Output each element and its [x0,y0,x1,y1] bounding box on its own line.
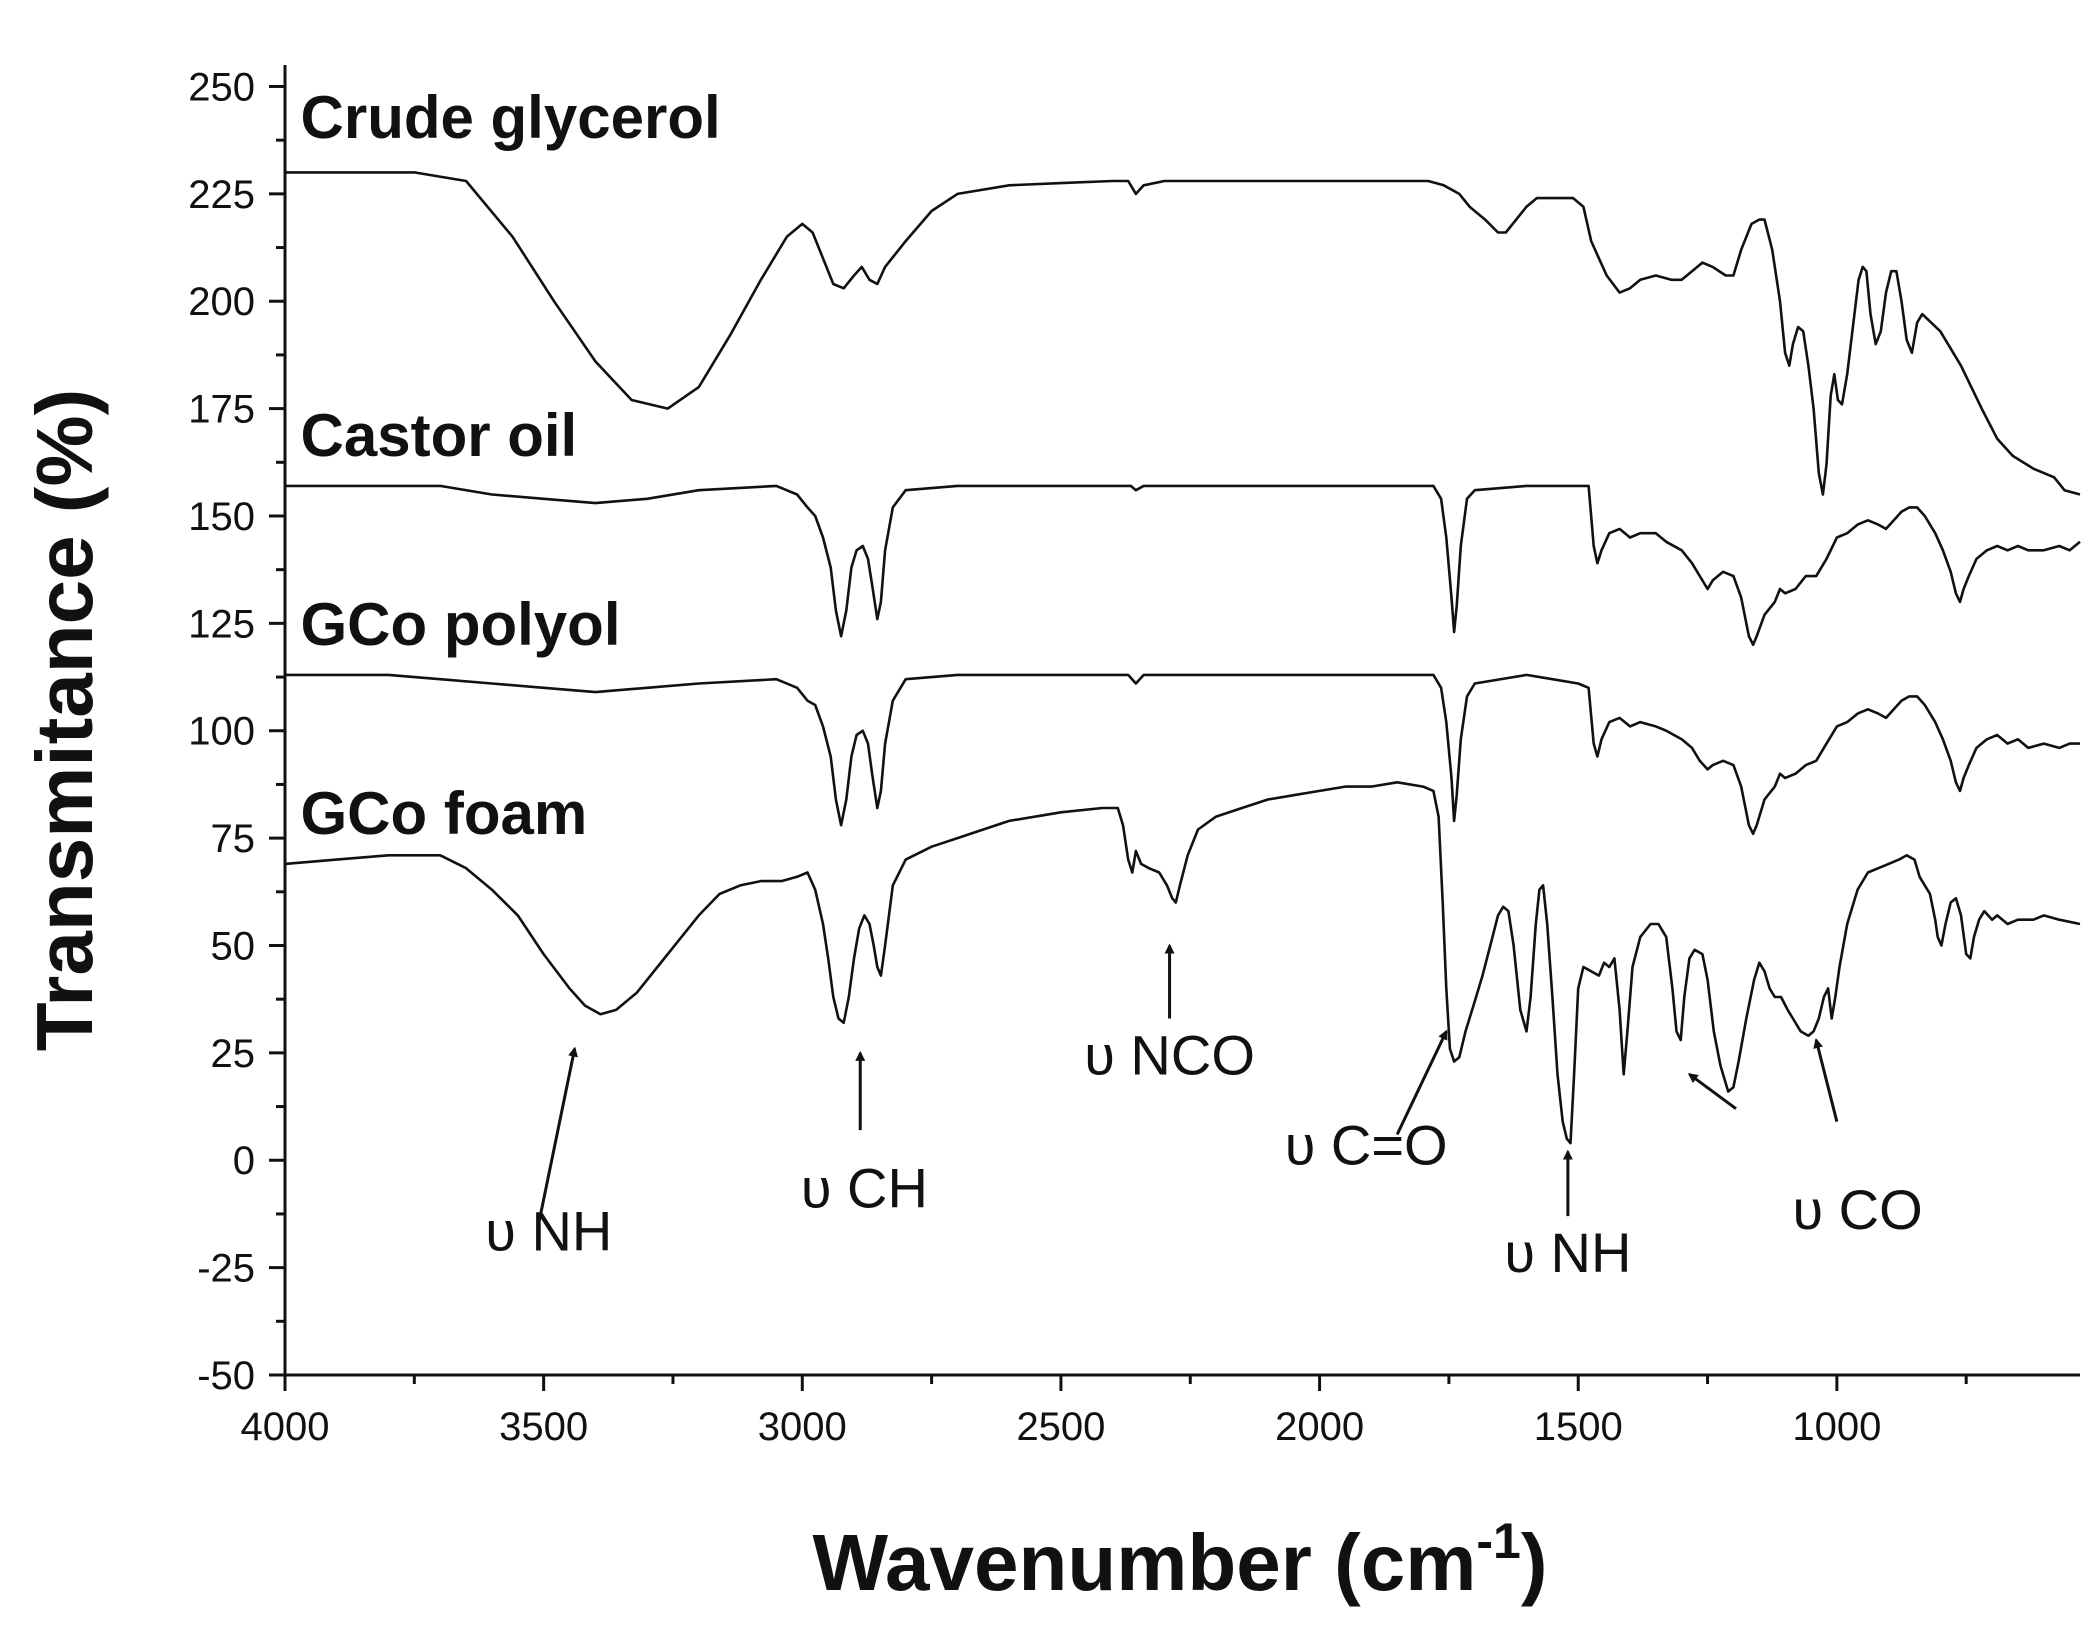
y-tick-label: 250 [188,65,255,109]
series-line-gco-foam [284,781,2081,1145]
x-tick-label: 2000 [1275,1405,1364,1449]
x-tick-label: 1500 [1534,1405,1623,1449]
y-tick-label: 25 [211,1032,256,1076]
series-label-gco-foam: GCo foam [301,780,588,847]
y-tick-label: 225 [188,173,255,217]
y-tick-label: -50 [197,1354,255,1398]
annotation-label: υ C=O [1285,1114,1448,1177]
x-tick-label: 3500 [499,1405,588,1449]
series-label-gco-polyol: GCo polyol [301,591,621,658]
series-label-crude-glycerol: Crude glycerol [301,84,721,151]
x-tick-label: 1000 [1792,1405,1881,1449]
y-tick-label: 75 [211,817,256,861]
y-tick-label: -25 [197,1247,255,1291]
annotation-arrow [1813,1038,1839,1122]
annotation-label: υ NCO [1084,1023,1255,1086]
annotation-arrow [1395,1029,1448,1136]
y-tick-label: 175 [188,388,255,432]
x-tick-label: 4000 [241,1405,330,1449]
series-line-gco-polyol [285,673,2080,836]
x-tick-label: 3000 [758,1405,847,1449]
annotation-arrow [537,1046,578,1225]
y-tick-label: 200 [188,280,255,324]
annotation-label: υ CH [801,1156,928,1219]
x-axis-title: Wavenumber (cm-1) [813,1513,1548,1607]
series-label-castor-oil: Castor oil [301,402,578,469]
y-tick-label: 50 [211,924,256,968]
y-tick-label: 0 [233,1139,255,1183]
y-axis-title: Transmitance (%) [20,389,109,1051]
y-tick-label: 125 [188,602,255,646]
annotation-label: υ NH [485,1199,612,1262]
x-tick-label: 2500 [1016,1405,1105,1449]
annotation-label: υ NH [1504,1221,1631,1284]
annotation-label: υ CO [1792,1178,1922,1241]
annotation-arrow [1687,1073,1737,1110]
x-axis-title-superscript: -1 [1476,1513,1520,1569]
y-tick-label: 150 [188,495,255,539]
series-line-castor-oil [285,484,2081,647]
series-line-crude-glycerol [285,171,2081,496]
y-tick-label: 100 [188,710,255,754]
